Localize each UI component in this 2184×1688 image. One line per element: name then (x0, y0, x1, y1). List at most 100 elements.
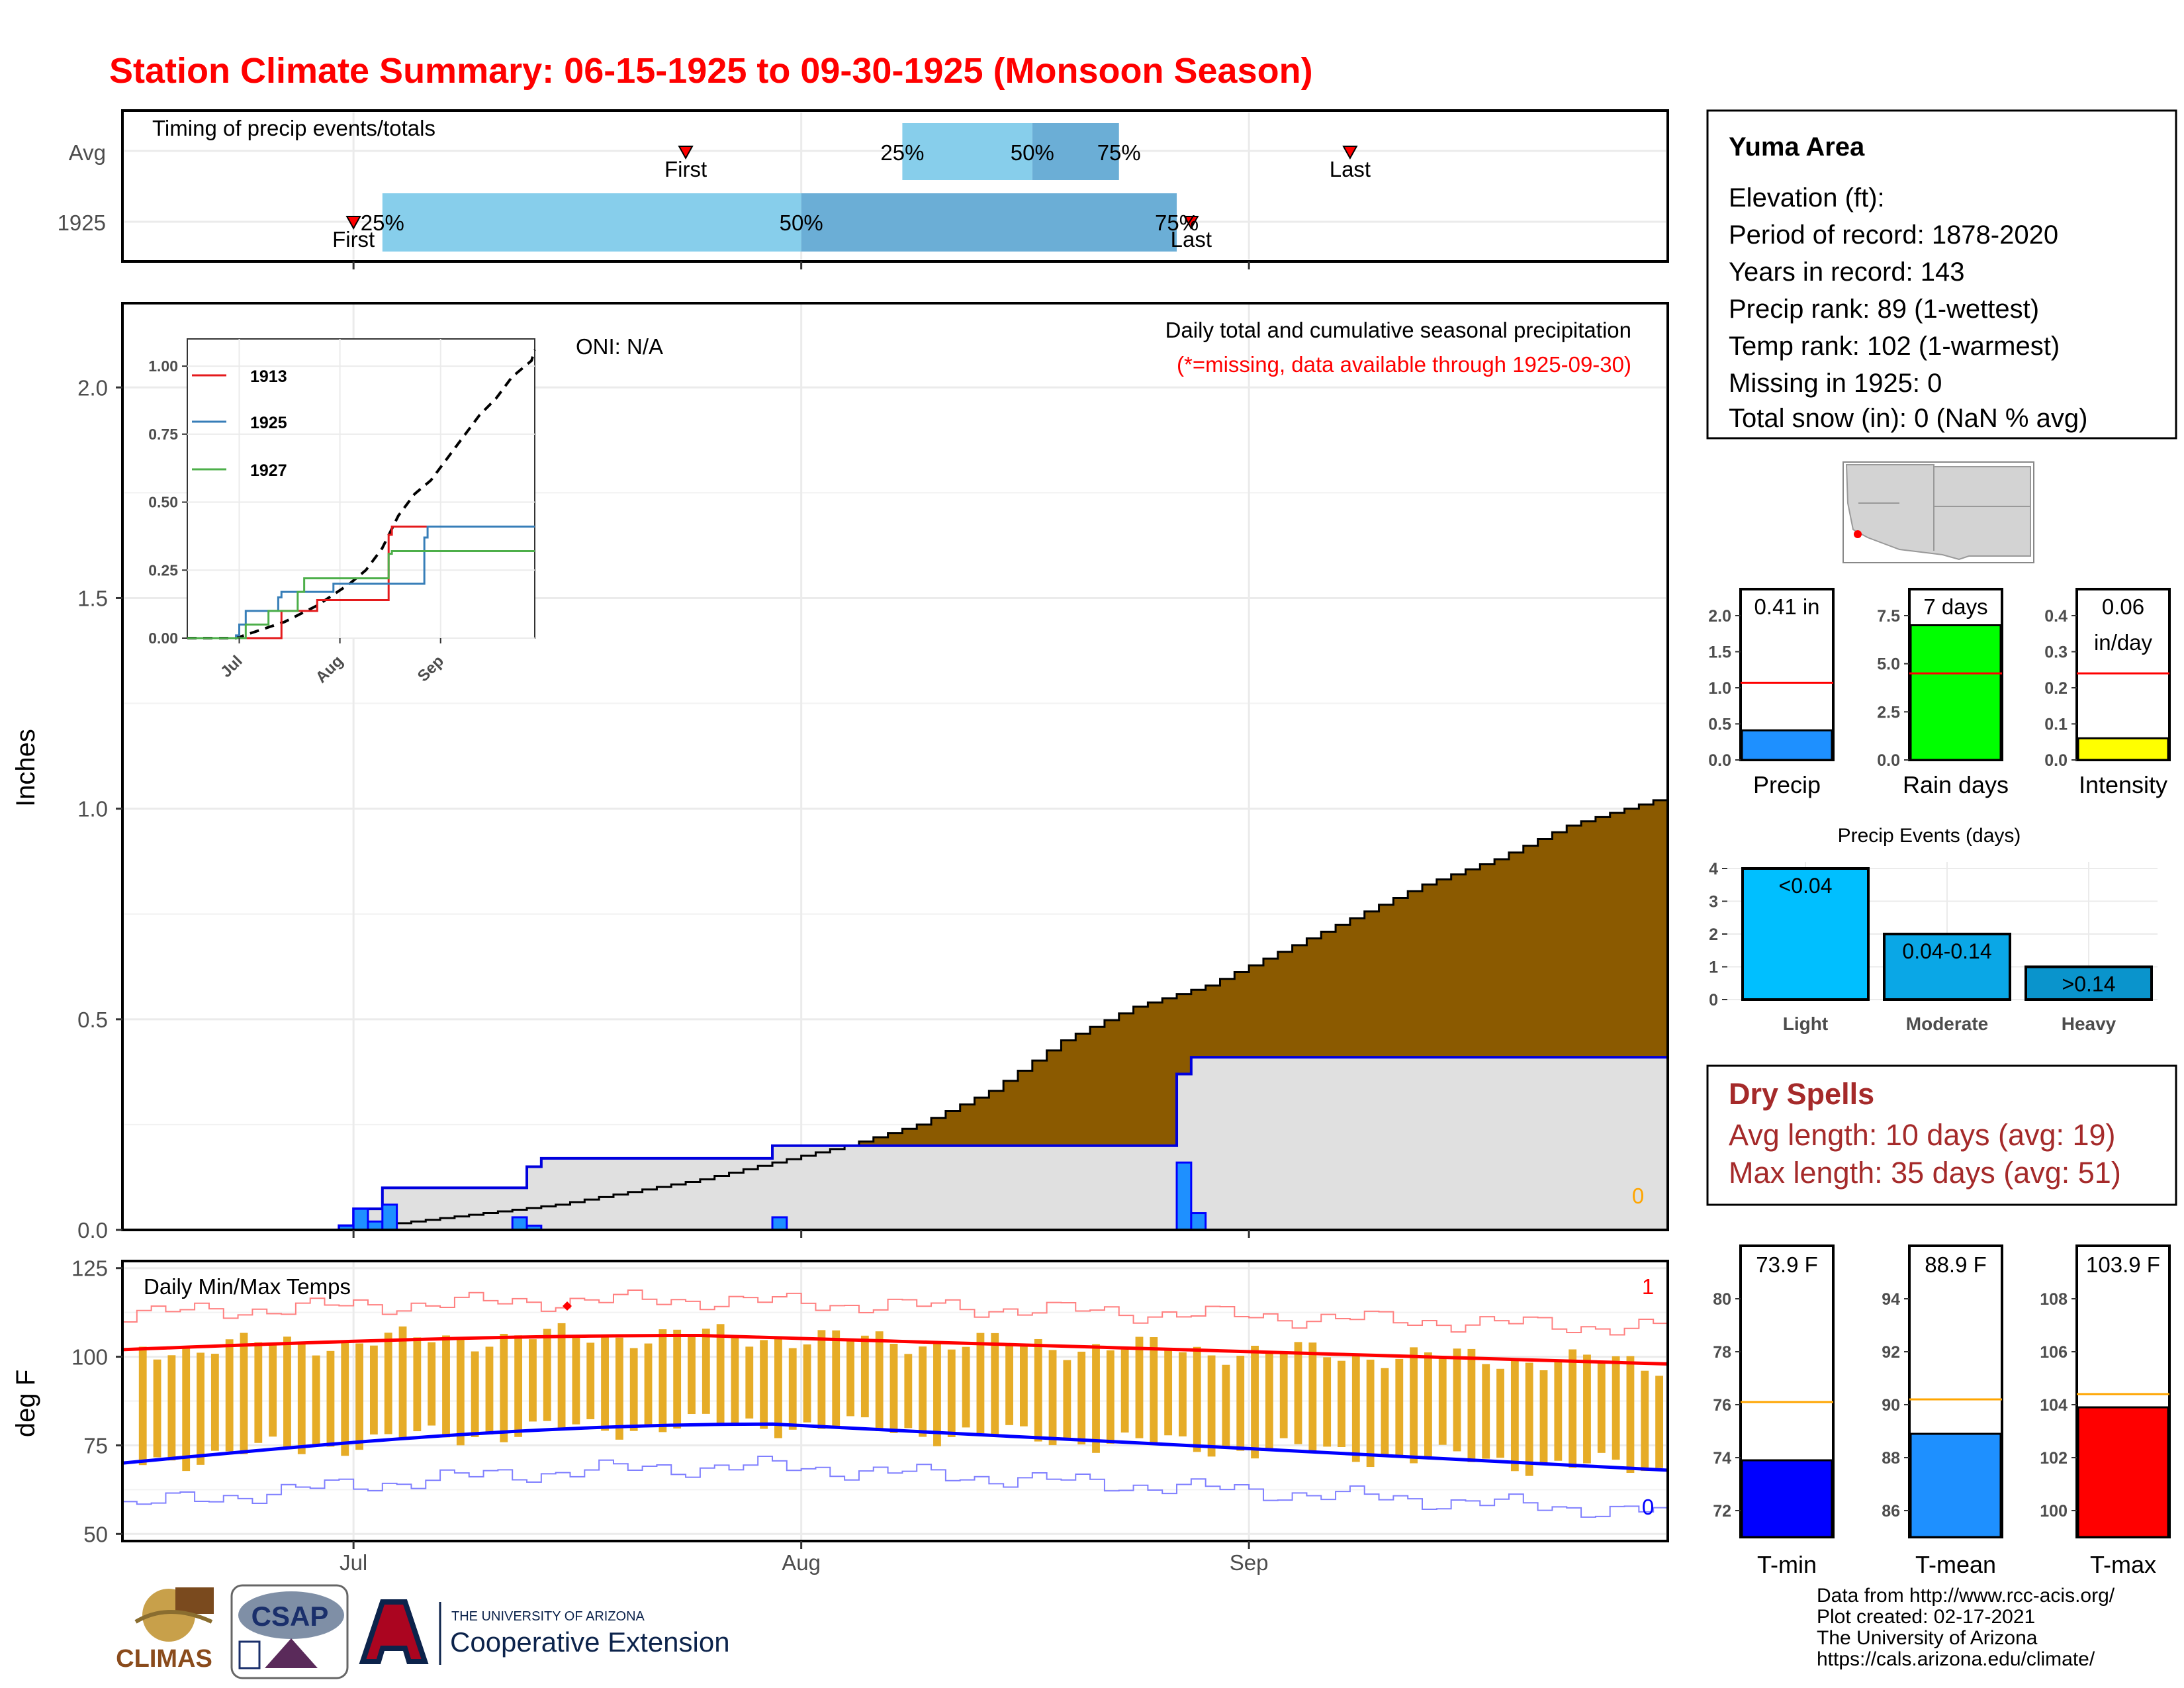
precip-y-tick-label: 1.0 (77, 797, 108, 821)
daily-temp-bar (788, 1348, 797, 1430)
temp-ylabel: deg F (11, 1370, 40, 1437)
events-bar (1883, 933, 2011, 1001)
daily-precip-bars (338, 1161, 1207, 1231)
footer-line: The University of Arizona (1817, 1627, 2038, 1649)
temp-bar-value-label: 103.9 F (2086, 1252, 2160, 1277)
events-y-tick-label: 4 (1709, 860, 1718, 878)
temp-bar-value-label: 73.9 F (1756, 1252, 1818, 1277)
daily-temp-bar (369, 1345, 378, 1435)
daily-temp-bar (1236, 1356, 1245, 1451)
daily-temp-bar (1597, 1362, 1606, 1453)
temp-bar-tick-label: 106 (2040, 1343, 2068, 1362)
month-axis-labels: Jul Aug Sep (340, 1541, 1269, 1575)
station-location-marker (1854, 530, 1862, 538)
daily-temp-bar (1048, 1350, 1057, 1446)
precip-y-ticks: 0.0 0.5 1.0 1.5 2.0 (77, 375, 1250, 1243)
daily-temp-bar (210, 1354, 219, 1451)
temp-y-tick-label: 125 (71, 1256, 108, 1281)
daily-temp-bar (398, 1326, 407, 1440)
events-category-label: Moderate (1906, 1013, 1988, 1034)
inset-y-tick-label: 1.00 (148, 357, 178, 375)
daily-temp-bar (673, 1329, 682, 1429)
avg-quartile-bar-high (1032, 123, 1119, 180)
daily-temp-bar (875, 1331, 884, 1432)
daily-temp-bar (413, 1337, 422, 1432)
daily-temp-bar (297, 1342, 306, 1454)
events-bar (2025, 965, 2153, 1001)
timing-title: Timing of precip events/totals (152, 116, 435, 140)
precip-ylabel: Inches (11, 729, 40, 807)
mini-bar-tick-label: 0.2 (2044, 679, 2068, 698)
daily-temp-bar (471, 1351, 479, 1437)
temp-bar-tick-label: 78 (1713, 1343, 1731, 1362)
temp-bar-tick-label: 80 (1713, 1290, 1731, 1309)
temp-bar-value-label: 88.9 F (1925, 1252, 1987, 1277)
info-line: Temp rank: 102 (1-warmest) (1729, 332, 2060, 361)
temp-bar-category-label: T-mean (1915, 1551, 1996, 1578)
daily-temp-bar (543, 1329, 551, 1421)
daily-temp-bar (716, 1324, 725, 1425)
daily-precip-bar (381, 1203, 398, 1231)
daily-temp-bar (1453, 1348, 1461, 1452)
mini-bar-category-label: Intensity (2079, 771, 2167, 798)
daily-temp-bar (947, 1349, 956, 1437)
timing-marker-label: Last (1330, 157, 1371, 181)
daily-temp-bar (1338, 1360, 1345, 1447)
station-name: Yuma Area (1729, 132, 1865, 162)
daily-temp-bar (976, 1333, 985, 1434)
timing-pct-label: 50% (780, 211, 823, 235)
daily-temp-bar (1279, 1352, 1288, 1438)
daily-temp-bar (557, 1323, 566, 1429)
climas-logo: CLIMAS (116, 1587, 214, 1673)
daily-temp-bar (803, 1344, 811, 1423)
daily-temp-bar (312, 1355, 320, 1446)
inset-avg-line (187, 349, 536, 639)
mini-bar-tick-label: 2.5 (1877, 703, 1900, 722)
daily-temp-bar (1308, 1342, 1317, 1452)
footer-line: https://cals.arizona.edu/climate/ (1817, 1648, 2095, 1670)
temp-bar-tmax: 103.9 F T-max 100 102 104 106 108 (2040, 1244, 2171, 1578)
daily-temp-bar (1554, 1362, 1563, 1461)
daily-temp-bar (1063, 1360, 1071, 1439)
daily-temp-bar (889, 1343, 898, 1433)
daily-temp-bar (384, 1333, 392, 1434)
temp-bar-tick-label: 74 (1713, 1449, 1731, 1468)
temp-title: Daily Min/Max Temps (144, 1274, 351, 1299)
daily-temp-bar (1482, 1364, 1490, 1459)
temp-bar-tick-label: 102 (2040, 1449, 2068, 1468)
daily-temp-bar (1077, 1351, 1086, 1445)
avg-cumulative-line (122, 783, 1669, 1231)
timing-panel: First Last 25% 50% 75% First Last 25% 50% 75% Tim… (58, 109, 1669, 269)
daily-temp-bar (860, 1335, 869, 1418)
inset-y-tick-label: 0.50 (148, 494, 178, 511)
daily-precip-bar (1190, 1212, 1207, 1231)
temp-bar-value (2077, 1406, 2169, 1538)
record-marker-icon (563, 1301, 572, 1311)
timing-marks: First Last 25% 50% 75% First Last 25% 50% 75% (332, 140, 1371, 252)
mini-bar-tick-label: 0.4 (2044, 607, 2068, 626)
mini-bar-precip: 0.41 in Precip 0.0 0.5 1.0 1.5 2.0 (1708, 588, 1835, 798)
temp-bar-tick-label: 108 (2040, 1290, 2068, 1309)
daily-temp-bar (817, 1330, 826, 1429)
mini-bar-value-label: 0.41 in (1754, 594, 1819, 619)
temp-bar-tmean: 88.9 F T-mean 86 88 90 92 94 (1882, 1244, 2003, 1578)
inset-y-tick-label: 0.00 (148, 630, 178, 647)
daily-temp-bar (1005, 1344, 1013, 1425)
footer-line: Data from http://www.rcc-acis.org/ (1817, 1585, 2115, 1607)
daily-temp-bar (1410, 1347, 1418, 1464)
temp-bar-tick-label: 104 (2040, 1396, 2068, 1415)
events-category-label: Light (1783, 1013, 1828, 1034)
daily-temp-bar (745, 1346, 754, 1419)
mini-bar-value (1741, 729, 1833, 761)
dry-spells-max: Max length: 35 days (avg: 51) (1729, 1156, 2121, 1190)
daily-precip-bar (1175, 1161, 1193, 1231)
mini-bar-tick-label: 2.0 (1708, 607, 1731, 626)
timing-row-label-year: 1925 (58, 211, 106, 235)
temp-bar-value (1741, 1459, 1833, 1538)
month-label: Aug (782, 1550, 821, 1575)
season-temp-bars: 73.9 F T-min 72 74 76 78 80 88.9 F T-mean 86 88 90 9… (1713, 1244, 2171, 1578)
temp-bar-tick-label: 86 (1882, 1502, 1900, 1521)
daily-temp-bar (326, 1350, 335, 1447)
dry-spells-avg: Avg length: 10 days (avg: 19) (1729, 1118, 2116, 1152)
